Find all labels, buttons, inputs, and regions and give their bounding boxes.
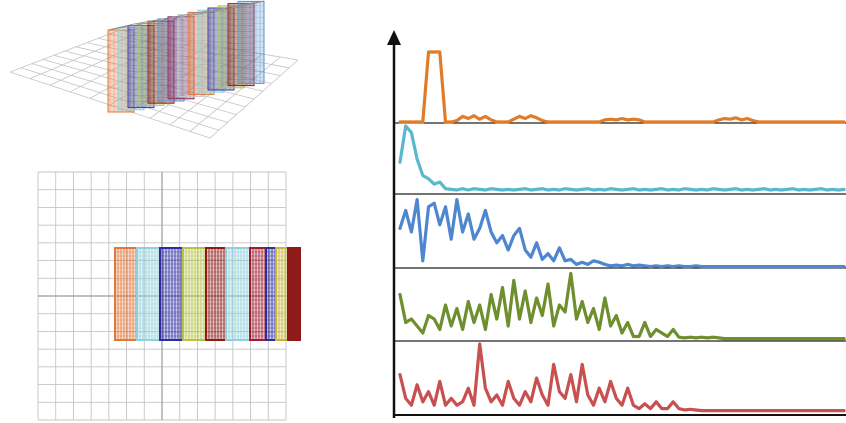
cube-top-face bbox=[107, 0, 265, 31]
spectra-chart bbox=[387, 30, 846, 418]
cube-slice bbox=[217, 5, 245, 89]
cube-slice bbox=[107, 29, 135, 113]
series-line-2 bbox=[398, 124, 846, 192]
cube-slice bbox=[207, 7, 235, 91]
series-line-1 bbox=[398, 50, 846, 124]
cube-slice bbox=[227, 3, 255, 87]
crimson-slab bbox=[249, 247, 267, 341]
cube-slice bbox=[147, 20, 175, 104]
cube-slice bbox=[117, 27, 145, 111]
floor-grid-line bbox=[108, 33, 290, 69]
y-axis-arrow bbox=[387, 30, 401, 45]
series-line-4 bbox=[398, 271, 846, 341]
cube-slice bbox=[127, 25, 155, 109]
floor-grid-line bbox=[119, 29, 299, 61]
colored-slabs bbox=[114, 247, 301, 341]
floor-grid-line bbox=[189, 56, 281, 132]
grid-2d-panel bbox=[37, 171, 301, 421]
cube-slice bbox=[167, 16, 195, 100]
cyan-slab bbox=[136, 247, 161, 341]
cube-slice bbox=[177, 14, 205, 98]
floor-grid-line bbox=[75, 46, 263, 92]
cube-slice bbox=[197, 9, 225, 93]
navy-slab bbox=[265, 247, 277, 341]
series-group bbox=[394, 50, 846, 413]
slab-end-cap bbox=[288, 248, 300, 340]
olive-slab bbox=[182, 247, 207, 341]
floor-grid-line bbox=[209, 59, 299, 139]
floor-grid-line bbox=[64, 50, 255, 100]
stacked-slices-cube bbox=[107, 0, 265, 113]
floor-grid-line bbox=[149, 50, 245, 119]
cube-slice bbox=[237, 0, 265, 84]
volume-3d-panel bbox=[9, 0, 299, 139]
series-line-3 bbox=[398, 198, 846, 269]
series-line-5 bbox=[398, 342, 846, 413]
blue-slab bbox=[159, 247, 184, 341]
